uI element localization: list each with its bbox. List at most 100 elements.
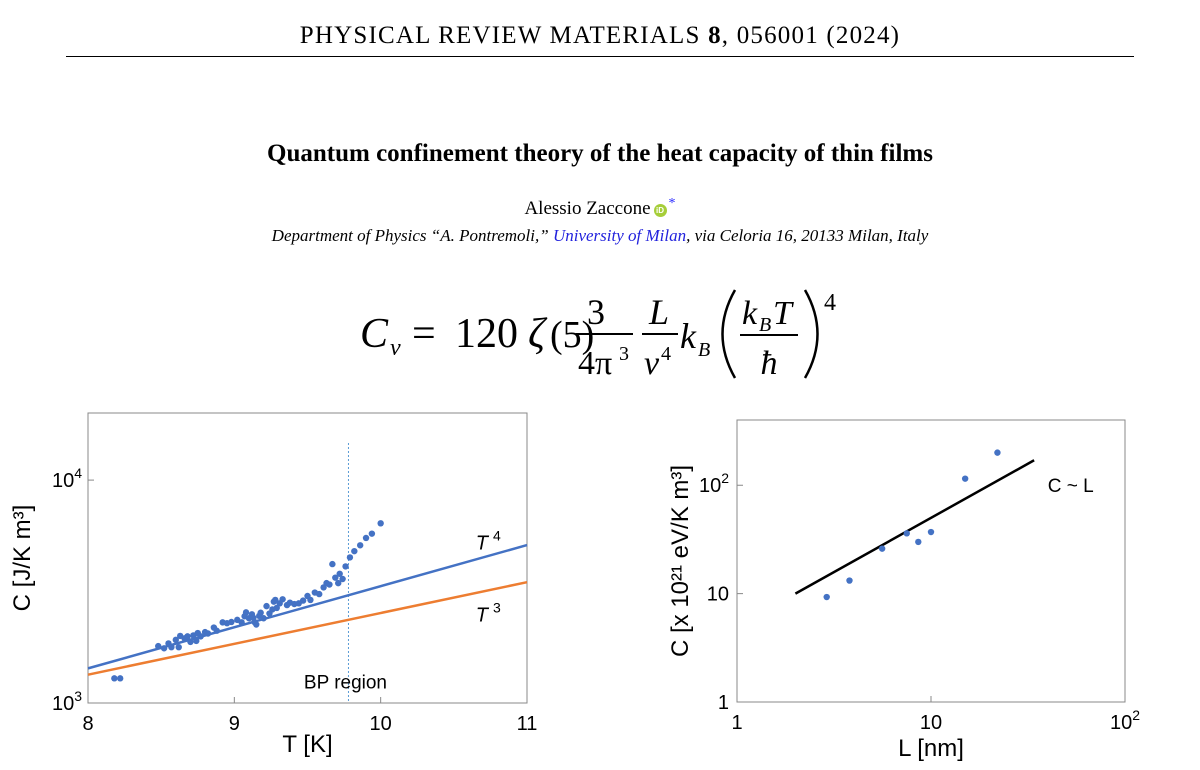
eq-left-paren (721, 289, 737, 379)
chart1-data-point (168, 643, 175, 651)
eq-kb-sub: B (698, 339, 710, 361)
chart1-x-tick-label: 10 (370, 713, 392, 735)
chart1-data-point (326, 581, 333, 588)
affiliation-text-before: Department of Physics “A. Pontremoli,” (271, 226, 553, 245)
chart1-data-point (335, 579, 342, 587)
chart1-t3-line (87, 580, 528, 676)
author-name: Alessio Zaccone (524, 198, 651, 219)
chart2-data-point (927, 528, 935, 536)
chart1-data-point (175, 643, 182, 651)
eq-lhs-subscript: v (390, 335, 401, 361)
journal-name: PHYSICAL REVIEW MATERIALS (299, 22, 701, 49)
chart1-data-point (111, 675, 118, 682)
chart1-t4-line (87, 543, 528, 670)
eq-frac1-den: 4π (578, 345, 612, 382)
eq-equals: = (412, 311, 436, 357)
chart1-data-point (307, 596, 314, 604)
chart1-x-tick-label: 11 (517, 713, 538, 735)
eq-outer-exp: 4 (824, 290, 836, 316)
chart1-data-point (273, 604, 280, 612)
chart1-data-point (116, 675, 124, 682)
orcid-icon[interactable]: iD (653, 204, 667, 217)
chart2-x-tick-label: 1 (731, 712, 742, 734)
eq-frac2-den: v (644, 345, 660, 382)
chart1-x-axis-label: T [K] (282, 731, 332, 758)
chart1-data-point (339, 575, 346, 583)
article-title: Quantum confinement theory of the heat c… (267, 140, 933, 167)
chart1-data-point (204, 630, 212, 637)
eq-right-paren (803, 289, 819, 379)
chart2-data-point (961, 475, 969, 482)
chart2-y-axis-label: C [x 10²¹ eV/K m³] (667, 465, 694, 657)
chart1-data-point (368, 530, 376, 537)
chart1-data-point (260, 615, 267, 622)
chart1-data-point (160, 645, 168, 652)
header-rule (66, 56, 1134, 57)
eq-lhs: C (360, 311, 389, 357)
author-line: Alessio Zaccone iD * (0, 196, 1200, 220)
journal-header: PHYSICAL REVIEW MATERIALS 8, 056001 (202… (0, 22, 1200, 50)
heat-capacity-vs-temperature-chart: 8 9 10 11 103 104 BP region T 4 T 3 T [K] C [J/K m… (9, 412, 538, 758)
eq-frac2-num: L (648, 292, 669, 332)
chart1-data-point (228, 618, 235, 626)
chart1-y-tick-label: 103 (52, 688, 82, 715)
chart1-data-point (197, 633, 204, 640)
chart2-y-tick-label: 102 (699, 470, 729, 497)
eq-frac1-den-exp: 3 (619, 343, 629, 365)
eq-kb: k (680, 316, 697, 356)
chart1-data-point (377, 520, 384, 527)
chart1-data-point (155, 642, 162, 650)
chart1-data-point (172, 636, 179, 644)
chart1-y-axis-label: C [J/K m³] (9, 505, 36, 612)
chart2-fit-line (794, 459, 1035, 595)
chart1-data-point (213, 627, 220, 634)
chart2-y-tick-label: 1 (718, 692, 729, 714)
bp-region-label: BP region (304, 672, 387, 693)
author-footnote-mark[interactable]: * (668, 196, 676, 211)
chart1-data-point (279, 596, 286, 603)
chart2-x-tick-label: 102 (1110, 707, 1140, 734)
chart1-x-tick-label: 8 (82, 713, 93, 735)
chart2-data-point (878, 545, 886, 552)
chart2-data-point (846, 577, 853, 584)
chart1-data-point (351, 547, 358, 555)
chart1-y-tick-label: 104 (52, 465, 82, 492)
chart1-data-point (272, 596, 279, 604)
chart2-frame (736, 419, 1126, 703)
affiliation: Department of Physics “A. Pontremoli,” U… (0, 226, 1200, 246)
chart1-frame (87, 412, 528, 704)
chart2-x-tick-label: 10 (920, 712, 942, 734)
eq-frac1-num: 3 (587, 292, 605, 332)
eq-inner-T: T (773, 295, 794, 332)
chart1-data-point (242, 609, 250, 616)
chart1-data-point (184, 633, 191, 640)
eq-inner-den: ħ (761, 345, 778, 382)
chart1-data-point (362, 534, 370, 542)
chart2-fit-label: C ~ L (1048, 476, 1094, 497)
chart1-data-point (253, 621, 260, 628)
heat-capacity-vs-thickness-chart: 1 10 102 1 10 102 C ~ L L [nm] C [x 10²¹ eV/K … (667, 419, 1140, 762)
heat-capacity-equation: C v = 120 ζ (5) 3 4π 3 L v 4 k B k B T ħ… (360, 289, 836, 382)
chart1-data-point (346, 554, 354, 561)
chart1-data-point (329, 560, 336, 568)
eq-zeta: ζ (528, 311, 548, 357)
eq-coefficient: 120 (455, 311, 518, 357)
chart1-data-point (299, 597, 307, 604)
chart1-data-point (356, 542, 364, 549)
chart2-data-point (823, 593, 830, 601)
chart1-data-point (332, 574, 339, 581)
journal-citation: , 056001 (2024) (721, 22, 901, 49)
chart1-data-point (193, 637, 200, 645)
chart1-data-point (263, 602, 270, 610)
journal-volume: 8 (708, 22, 722, 49)
affiliation-link[interactable]: University of Milan (552, 226, 687, 245)
chart1-x-tick-label: 9 (229, 713, 240, 735)
chart1-data-point (336, 570, 343, 577)
chart2-data-point (994, 449, 1001, 456)
eq-frac2-den-exp: 4 (661, 343, 671, 365)
chart1-data-point (342, 563, 349, 570)
chart2-y-tick-label: 10 (707, 584, 729, 606)
